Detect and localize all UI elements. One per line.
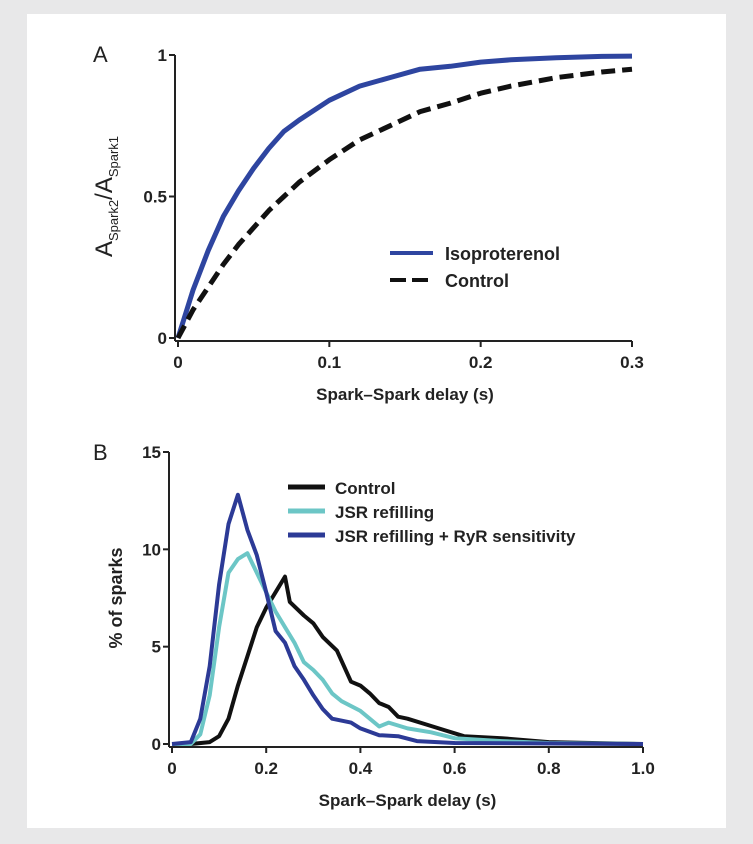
y-tick-label: 5 — [152, 638, 161, 657]
x-tick-label: 0.2 — [254, 759, 278, 778]
legend-label: JSR refilling — [335, 503, 434, 522]
figure-panel — [27, 14, 726, 828]
series-line-isoproterenol — [175, 53, 633, 339]
x-tick-label: 0.8 — [537, 759, 561, 778]
y-axis-label-part: /A — [91, 177, 118, 200]
x-tick-label: 0.6 — [443, 759, 467, 778]
series-line-jsr-refilling — [172, 551, 644, 746]
y-axis-label: ASpark2/ASpark1 — [91, 136, 121, 257]
panel-label: A — [93, 42, 108, 67]
y-tick-label: 0 — [158, 329, 167, 348]
x-tick-label: 0 — [167, 759, 176, 778]
chart-b: B 0 0.2 0.4 0.6 0.8 1.0 0 5 10 15 Spark–Spark delay… — [93, 440, 655, 810]
series-line-control — [172, 574, 644, 746]
series-line-jsr-refilling-ryr-sensitivity — [171, 492, 644, 746]
y-tick-label: 1 — [158, 46, 167, 65]
legend-label: Control — [445, 271, 509, 291]
legend-label: Isoproterenol — [445, 244, 560, 264]
x-tick-label: 1.0 — [631, 759, 655, 778]
x-tick-label: 0.3 — [620, 353, 644, 372]
x-tick-label: 0 — [173, 353, 182, 372]
y-tick-label: 0.5 — [143, 188, 167, 207]
series-line-control — [175, 66, 633, 340]
legend-label: Control — [335, 479, 395, 498]
y-axis-label-part: Spark1 — [106, 136, 121, 177]
y-axis-label-part: Spark2 — [106, 200, 121, 241]
panel-label: B — [93, 440, 108, 465]
y-axis-label: % of sparks — [106, 547, 126, 648]
x-axis-label: Spark–Spark delay (s) — [319, 791, 497, 810]
y-tick-label: 15 — [142, 443, 161, 462]
x-tick-label: 0.4 — [349, 759, 373, 778]
y-axis-label-part: A — [91, 241, 118, 257]
x-tick-label: 0.2 — [469, 353, 493, 372]
x-tick-label: 0.1 — [318, 353, 342, 372]
legend-label: JSR refilling + RyR sensitivity — [335, 527, 576, 546]
y-tick-label: 0 — [152, 735, 161, 754]
y-tick-label: 10 — [142, 540, 161, 559]
x-axis-label: Spark–Spark delay (s) — [316, 385, 494, 404]
